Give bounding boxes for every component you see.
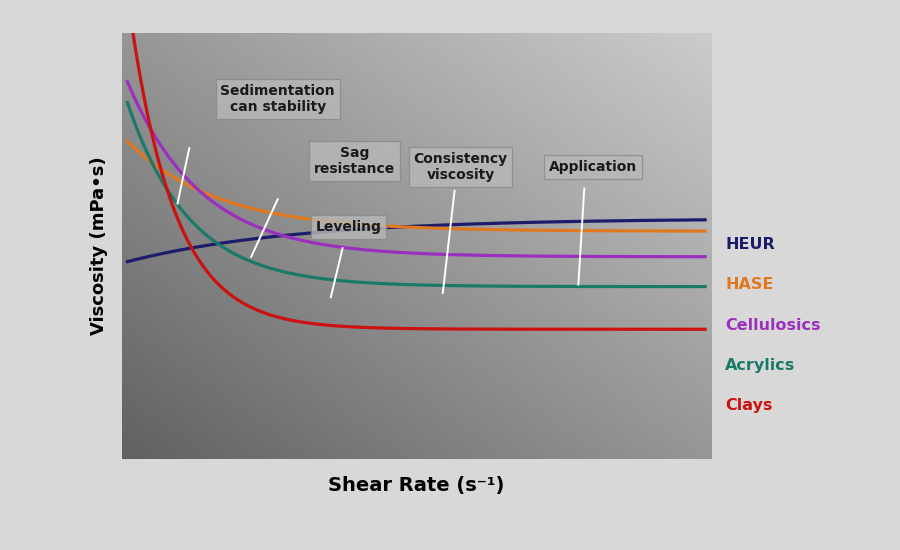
- Text: Clays: Clays: [725, 398, 773, 413]
- Text: HASE: HASE: [725, 277, 774, 293]
- Text: HEUR: HEUR: [725, 237, 775, 252]
- Text: Cellulosics: Cellulosics: [725, 317, 821, 333]
- Y-axis label: Viscosity (mPa•s): Viscosity (mPa•s): [90, 157, 108, 336]
- Text: Sag
resistance: Sag resistance: [314, 146, 395, 176]
- Text: Sedimentation
can stability: Sedimentation can stability: [220, 84, 335, 114]
- Text: Acrylics: Acrylics: [725, 358, 796, 373]
- Text: Application: Application: [549, 160, 637, 174]
- Text: Leveling: Leveling: [316, 220, 382, 234]
- Text: Consistency
viscosity: Consistency viscosity: [413, 152, 508, 183]
- X-axis label: Shear Rate (s⁻¹): Shear Rate (s⁻¹): [328, 476, 504, 495]
